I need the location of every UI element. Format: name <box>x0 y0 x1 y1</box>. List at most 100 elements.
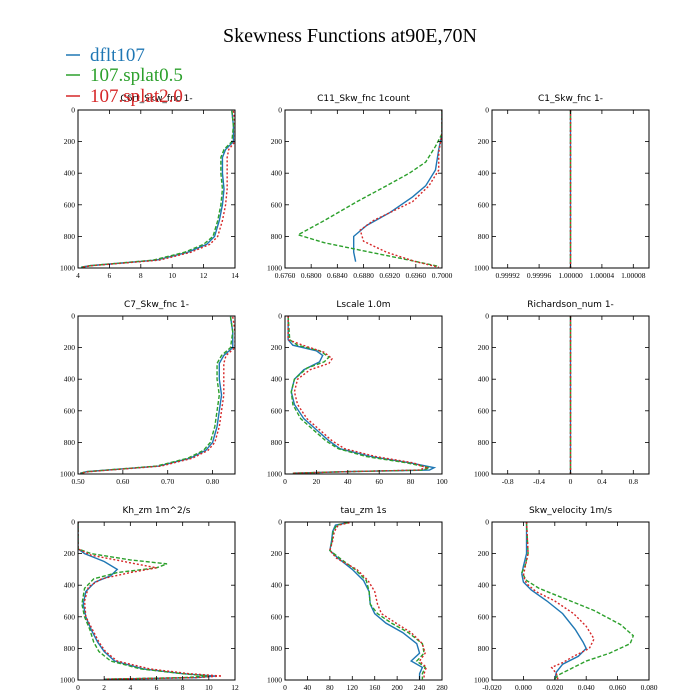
y-tick-label: 400 <box>478 169 490 178</box>
series-group <box>80 316 235 474</box>
panel-title: Richardson_num 1- <box>527 300 614 310</box>
series-group <box>78 522 222 680</box>
series-line-107.splat0.5 <box>296 110 442 268</box>
y-tick-label: 1000 <box>60 676 75 685</box>
y-tick-label: 600 <box>271 406 283 415</box>
series-line-107.splat2.0 <box>522 522 595 680</box>
x-tick-label: 0.020 <box>546 683 563 692</box>
legend-item-dflt107: dflt107 <box>66 45 145 66</box>
x-tick-label: 0.4 <box>597 477 607 486</box>
plot-frame <box>77 109 236 269</box>
x-tick-label: 60 <box>375 477 383 486</box>
y-tick-label: 1000 <box>267 676 282 685</box>
x-tick-label: 0.70 <box>161 477 174 486</box>
x-tick-label: 0 <box>283 477 287 486</box>
y-tick-label: 600 <box>64 612 76 621</box>
y-tick-label: 200 <box>64 343 76 352</box>
x-tick-label: 0.6880 <box>353 271 374 280</box>
x-tick-label: 1.00004 <box>590 271 615 280</box>
y-tick-label: 1000 <box>474 264 489 273</box>
x-tick-label: 4 <box>76 271 80 280</box>
x-tick-label: 40 <box>344 477 352 486</box>
y-tick-label: 200 <box>64 549 76 558</box>
legend-item-splat05: 107.splat0.5 <box>66 65 183 86</box>
x-tick-label: 0.060 <box>609 683 626 692</box>
x-tick-label: 160 <box>369 683 381 692</box>
series-line-107.splat0.5 <box>78 522 209 680</box>
plot-frame <box>284 315 443 475</box>
x-tick-label: 40 <box>304 683 312 692</box>
series-line-107.splat2.0 <box>287 316 429 474</box>
panel-title: Skw_velocity 1m/s <box>529 506 612 516</box>
x-tick-label: 80 <box>326 683 334 692</box>
series-group <box>296 110 442 268</box>
y-tick-label: 1000 <box>60 470 75 479</box>
y-tick-label: 200 <box>478 137 490 146</box>
y-tick-label: 600 <box>271 612 283 621</box>
y-tick-label: 0 <box>278 106 282 115</box>
y-tick-label: 600 <box>478 200 490 209</box>
legend-label-splat20: 107.splat2.0 <box>90 86 183 107</box>
y-tick-label: 0 <box>71 518 75 527</box>
y-tick-label: 200 <box>478 343 490 352</box>
x-tick-label: 1.00008 <box>621 271 646 280</box>
y-tick-label: 800 <box>478 232 490 241</box>
series-line-107.splat0.5 <box>329 522 427 680</box>
x-tick-label: 0.99992 <box>496 271 521 280</box>
panel-title: Lscale 1.0m <box>336 300 390 310</box>
y-tick-label: 0 <box>485 312 489 321</box>
x-tick-label: 10 <box>168 271 176 280</box>
y-tick-label: 800 <box>64 232 76 241</box>
y-tick-label: 400 <box>478 581 490 590</box>
y-tick-label: 200 <box>271 137 283 146</box>
x-tick-label: 20 <box>313 477 321 486</box>
panel-title: C6rt_Skw_fnc 1- <box>120 94 192 104</box>
y-tick-label: 0 <box>485 518 489 527</box>
y-tick-label: 400 <box>64 169 76 178</box>
x-tick-label: 0.6760 <box>275 271 296 280</box>
x-tick-label: 0.6920 <box>379 271 400 280</box>
plot-frame <box>491 521 650 681</box>
y-tick-label: 200 <box>478 549 490 558</box>
x-tick-label: 2 <box>102 683 106 692</box>
y-tick-label: 1000 <box>267 470 282 479</box>
series-line-107.splat2.0 <box>81 110 235 268</box>
y-tick-label: 200 <box>64 137 76 146</box>
series-line-dflt107 <box>352 110 442 262</box>
y-tick-label: 400 <box>271 375 283 384</box>
plot-frame <box>284 109 443 269</box>
y-tick-label: 600 <box>478 406 490 415</box>
panel-9: 0 200 400 600 800 1000-0.020 0.000 0.020 0.040 0.… <box>474 506 658 692</box>
y-tick-label: 1000 <box>267 264 282 273</box>
y-tick-label: 0 <box>71 312 75 321</box>
y-tick-label: 200 <box>271 549 283 558</box>
x-tick-label: -0.4 <box>533 477 545 486</box>
x-tick-label: 12 <box>200 271 208 280</box>
y-tick-label: 1000 <box>474 676 489 685</box>
x-tick-label: 12 <box>231 683 239 692</box>
y-tick-label: 0 <box>278 518 282 527</box>
x-tick-label: 0 <box>569 477 573 486</box>
legend-label-dflt107: dflt107 <box>90 45 145 66</box>
series-group <box>81 110 235 268</box>
x-tick-label: 0.000 <box>515 683 532 692</box>
series-group <box>329 522 428 680</box>
y-tick-label: 400 <box>64 375 76 384</box>
y-tick-label: 400 <box>271 581 283 590</box>
plot-frame <box>284 521 443 681</box>
series-line-107.splat2.0 <box>80 316 235 474</box>
x-tick-label: -0.8 <box>502 477 514 486</box>
x-tick-label: 0.6800 <box>301 271 322 280</box>
y-tick-label: 200 <box>271 343 283 352</box>
series-line-107.splat2.0 <box>78 522 222 680</box>
x-tick-label: 8 <box>181 683 185 692</box>
y-tick-label: 0 <box>278 312 282 321</box>
x-tick-label: 6 <box>108 271 112 280</box>
series-line-107.splat2.0 <box>329 522 428 680</box>
legend-item-splat20: 107.splat2.0 <box>66 86 183 107</box>
x-tick-label: 100 <box>436 477 448 486</box>
